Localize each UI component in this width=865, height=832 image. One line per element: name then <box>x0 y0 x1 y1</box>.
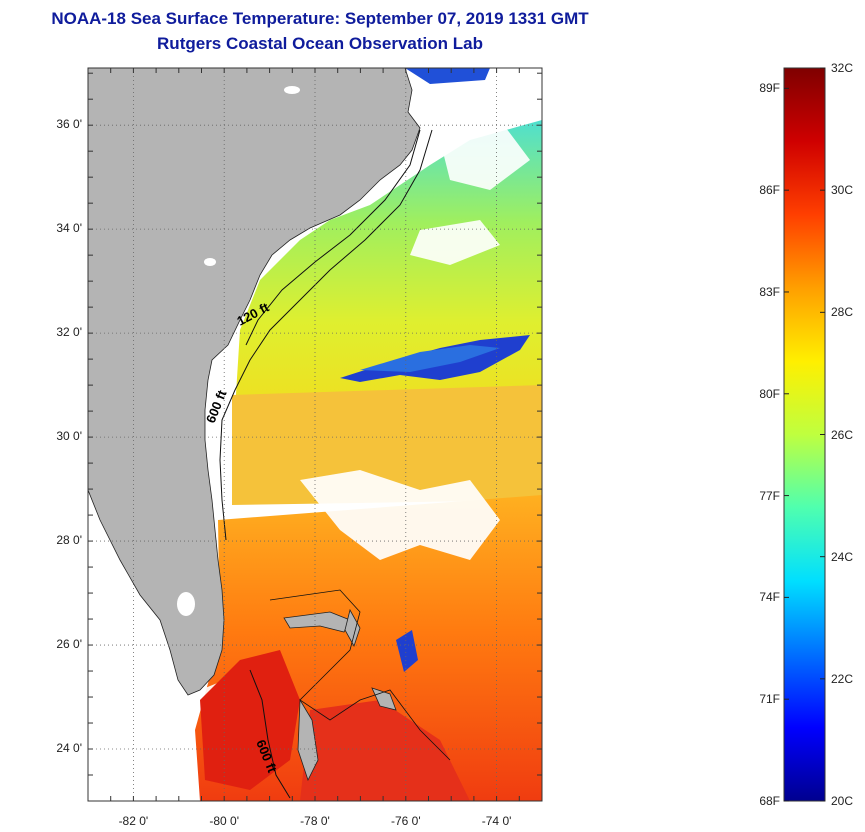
lat-tick-label: 28 0' <box>56 533 82 548</box>
colorbar-celsius-label: 24C <box>831 549 854 564</box>
colorbar-fahrenheit-label: 71F <box>759 692 780 707</box>
axis-ticks <box>87 68 543 802</box>
colorbar-fahrenheit-label: 83F <box>759 284 780 299</box>
colorbar-celsius-label: 30C <box>831 183 854 198</box>
warm-pocket <box>200 650 300 790</box>
sst-mid-field <box>232 385 542 505</box>
island <box>297 698 319 782</box>
cool-streak <box>396 630 418 672</box>
island <box>283 611 351 633</box>
isobath-600ft <box>219 129 433 541</box>
colorbar-gradient <box>783 67 826 802</box>
lake <box>284 86 300 94</box>
colorbar <box>783 67 826 802</box>
lat-tick-label: 32 0' <box>56 325 82 340</box>
colorbar-celsius-label: 22C <box>831 671 854 686</box>
colorbar-fahrenheit-label: 77F <box>759 488 780 503</box>
bahamas-contour <box>269 589 451 761</box>
colorbar-fahrenheit-label: 89F <box>759 81 780 96</box>
cloud-patch <box>300 470 500 560</box>
lat-tick-label: 36 0' <box>56 117 82 132</box>
colorbar-fahrenheit-label: 86F <box>759 183 780 198</box>
colorbar-celsius-label: 32C <box>831 61 854 75</box>
colorbar-fahrenheit-label: 80F <box>759 386 780 401</box>
colorbar-fahrenheit-label: 74F <box>759 590 780 605</box>
lon-tick-label: -82 0' <box>118 814 149 828</box>
warm-pocket <box>300 700 470 801</box>
map-imagery <box>88 68 542 801</box>
map-subtitle: Rutgers Coastal Ocean Observation Lab <box>157 34 483 53</box>
lake <box>177 592 195 616</box>
lake <box>204 258 216 266</box>
lon-tick-label: -80 0' <box>209 814 240 828</box>
land-mass <box>88 68 421 696</box>
colorbar-fahrenheit-label: 68F <box>759 794 780 808</box>
lake <box>96 603 108 613</box>
cool-streak <box>405 68 490 84</box>
cloud-patch <box>440 120 530 190</box>
lon-tick-label: -78 0' <box>300 814 330 828</box>
cloud-patch <box>410 220 500 265</box>
lat-tick-label: 24 0' <box>56 741 82 755</box>
isobath-120ft <box>245 129 421 346</box>
colorbar-celsius-label: 20C <box>831 794 854 808</box>
island <box>344 608 361 647</box>
isobath-600ft-south <box>249 669 291 799</box>
map-title: NOAA-18 Sea Surface Temperature: Septemb… <box>51 9 589 28</box>
lon-tick-label: -76 0' <box>390 814 421 828</box>
colorbar-celsius-label: 28C <box>831 305 854 320</box>
lon-tick-label: -74 0' <box>481 814 512 828</box>
lat-tick-label: 26 0' <box>56 637 82 652</box>
sst-north-field <box>235 120 542 410</box>
lat-tick-label: 30 0' <box>56 429 82 444</box>
colorbar-celsius-label: 26C <box>831 427 854 442</box>
cool-streak <box>360 345 500 372</box>
lat-tick-label: 34 0' <box>56 221 82 236</box>
